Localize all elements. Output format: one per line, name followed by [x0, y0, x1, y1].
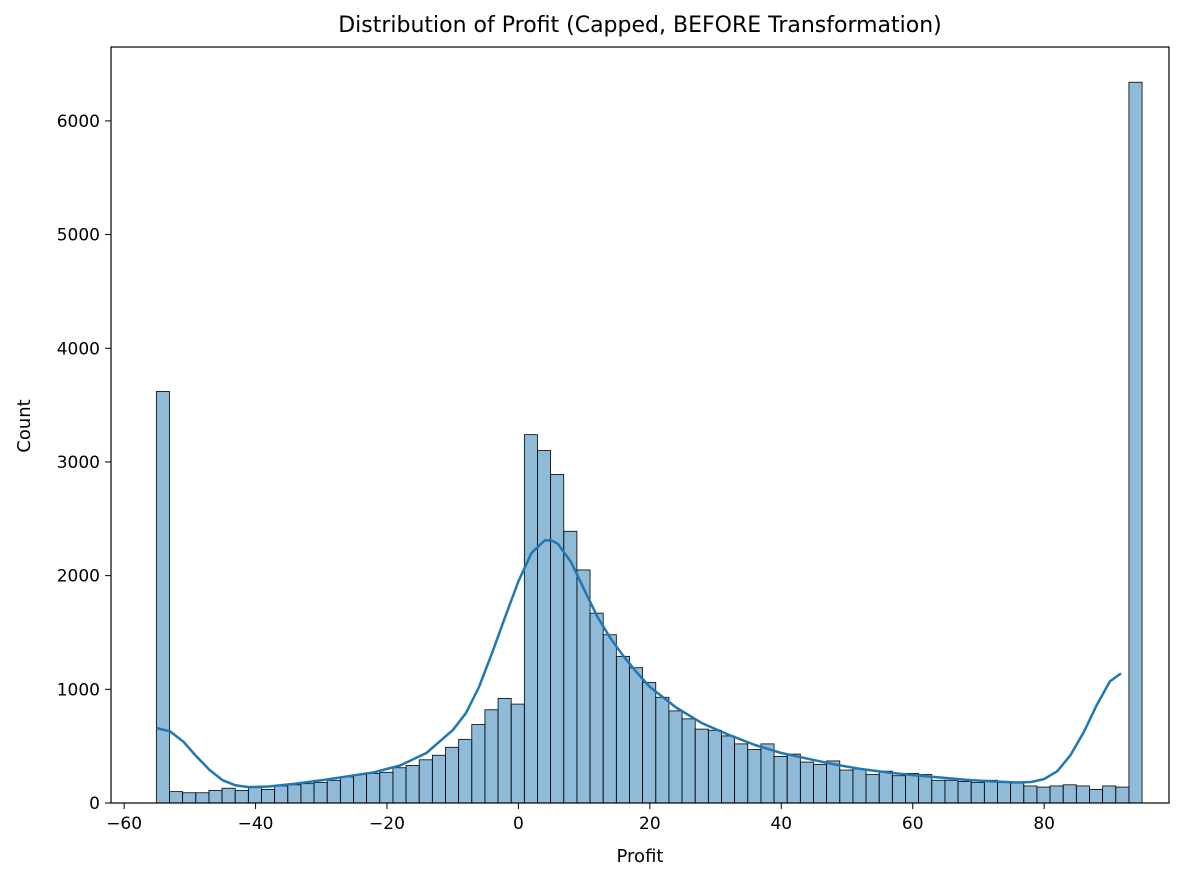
histogram-bar [576, 569, 591, 804]
histogram-bar [523, 434, 538, 804]
histogram-bar [221, 787, 236, 804]
histogram-bar [891, 775, 906, 804]
histogram-bar [300, 783, 315, 804]
histogram-bar [1075, 785, 1090, 804]
histogram-bar [813, 763, 828, 804]
y-tick-label: 1000 [57, 680, 100, 700]
histogram-bar [458, 738, 473, 804]
histogram-bar [182, 792, 197, 804]
x-axis-ticks: −60 −40 −20 0 20 40 60 80 [106, 803, 1055, 834]
histogram-bar [786, 753, 801, 804]
histogram-bar [878, 770, 893, 804]
histogram-bar [983, 779, 998, 804]
histogram-bar [445, 746, 460, 804]
histogram-bar [339, 776, 354, 804]
histogram-bar [537, 450, 552, 804]
histogram-bar [852, 768, 867, 804]
histogram-bar [1062, 784, 1077, 804]
histogram-bar [668, 710, 683, 804]
x-axis-label: Profit [617, 846, 664, 867]
kde-curve [156, 539, 1122, 789]
histogram-bar [1102, 785, 1117, 804]
histogram-bar [826, 760, 841, 804]
histogram-bar [747, 749, 762, 804]
chart-title: Distribution of Profit (Capped, BEFORE T… [338, 13, 942, 38]
y-axis-ticks: 0 1000 2000 3000 4000 5000 6000 [57, 112, 111, 814]
histogram-bar [510, 703, 525, 804]
histogram-bar [957, 781, 972, 804]
histogram-bar [721, 735, 736, 804]
histogram-bar [195, 792, 210, 804]
histogram-bar [642, 682, 657, 804]
histogram-bar [681, 718, 696, 804]
x-tick-label: 80 [1033, 814, 1055, 834]
histogram-bar [734, 743, 749, 804]
histogram-bar [550, 474, 565, 804]
histogram-bar [773, 755, 788, 804]
histogram-bar [379, 771, 394, 804]
histogram-bar [931, 779, 946, 804]
histogram-bar [261, 788, 276, 804]
histogram-bar [997, 781, 1012, 804]
histogram-bar [392, 767, 407, 804]
y-axis-label: Count [14, 399, 35, 452]
y-tick-label: 3000 [57, 453, 100, 473]
plot-frame [110, 46, 1170, 804]
x-tick-label: −20 [369, 814, 405, 834]
y-tick-label: 5000 [57, 226, 100, 246]
histogram-bar [905, 773, 920, 804]
histogram-bar [615, 655, 630, 804]
histogram-bar [1049, 785, 1064, 804]
histogram-bar [326, 779, 341, 804]
histogram-bar [471, 724, 486, 804]
histogram-bar [970, 782, 985, 804]
histogram-bar [169, 791, 184, 804]
histogram-bar [629, 667, 644, 804]
histogram-bar [405, 765, 420, 804]
histogram-bar [155, 391, 170, 804]
histogram-bar [418, 759, 433, 804]
x-tick-label: −60 [106, 814, 142, 834]
histogram-bar [589, 612, 604, 804]
x-tick-label: 0 [513, 814, 524, 834]
x-tick-label: 60 [902, 814, 924, 834]
histogram-bar [1036, 786, 1051, 804]
histogram-bar [1010, 782, 1025, 804]
y-tick-label: 6000 [57, 112, 100, 132]
histogram-bar [353, 774, 368, 804]
histogram-bar [918, 774, 933, 804]
histogram-bar [497, 698, 512, 804]
histogram-bar [247, 786, 262, 804]
histogram-bar [313, 782, 328, 804]
histogram-bar [1115, 786, 1130, 804]
histogram-bar [208, 790, 223, 804]
histogram-bar [944, 779, 959, 804]
histogram-bar [799, 761, 814, 804]
y-tick-label: 4000 [57, 339, 100, 359]
histogram-bar [865, 774, 880, 804]
histogram-bar [694, 728, 709, 804]
histogram-bar [1128, 81, 1143, 804]
x-tick-label: 20 [639, 814, 661, 834]
histogram-bar [234, 790, 249, 804]
x-tick-label: 40 [770, 814, 792, 834]
histogram-bar [431, 754, 446, 804]
histogram-bar [760, 743, 775, 804]
histogram-bar [1023, 785, 1038, 804]
y-tick-label: 2000 [57, 567, 100, 587]
x-tick-label: −40 [238, 814, 274, 834]
histogram-bar [366, 773, 381, 804]
histogram-bar [839, 769, 854, 804]
histogram-bars [155, 81, 1143, 804]
y-tick-label: 0 [89, 794, 100, 814]
histogram-bar [1089, 788, 1104, 804]
histogram-bar [274, 785, 289, 804]
histogram-bar [484, 709, 499, 804]
histogram-bar [602, 634, 617, 804]
histogram-bar [287, 784, 302, 804]
histogram-bar [655, 696, 670, 804]
histogram-bar [707, 729, 722, 804]
